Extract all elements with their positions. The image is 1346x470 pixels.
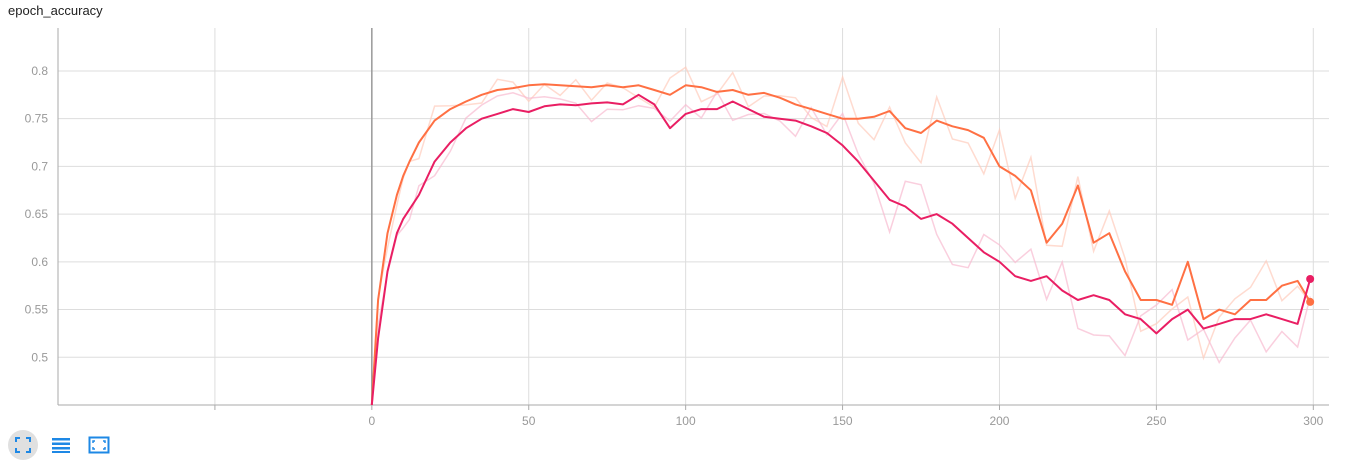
y-tick-label: 0.7	[31, 159, 48, 173]
x-tick-label: 100	[676, 414, 696, 425]
y-tick-label: 0.65	[25, 207, 49, 221]
grid-lines	[58, 28, 1329, 405]
toggle-data-series-button[interactable]	[46, 430, 76, 460]
series-end-point	[1306, 275, 1315, 284]
fit-domain-button[interactable]	[84, 430, 114, 460]
fullscreen-icon	[15, 437, 31, 453]
fit-domain-icon	[88, 436, 110, 454]
x-tick-label: 50	[522, 414, 536, 425]
series-line	[370, 83, 1312, 406]
y-tick-label: 0.8	[31, 64, 48, 78]
series-end-point	[1306, 297, 1315, 306]
x-tick-label: 0	[368, 414, 375, 425]
axes	[57, 28, 1329, 410]
y-tick-label: 0.55	[25, 303, 49, 317]
raw-series-line	[371, 90, 1311, 406]
fullscreen-button[interactable]	[8, 430, 38, 460]
chart-title: epoch_accuracy	[8, 3, 103, 18]
chart-plot[interactable]: 0.5 0.55 0.6 0.65 0.7 0.75 0.8 0 50 100 150 200 250 3…	[0, 0, 1346, 425]
series-line	[370, 93, 1312, 406]
y-tick-label: 0.75	[25, 112, 49, 126]
x-tick-label: 200	[989, 414, 1009, 425]
x-tick-label: 250	[1146, 414, 1166, 425]
chart-toolbar	[8, 430, 114, 460]
tick-labels: 0.5 0.55 0.6 0.65 0.7 0.75 0.8 0 50 100 150 200 250 3…	[25, 64, 1324, 425]
x-tick-label: 300	[1303, 414, 1323, 425]
data-series-icon	[52, 438, 70, 453]
y-tick-label: 0.5	[31, 350, 48, 364]
x-tick-label: 150	[833, 414, 853, 425]
smoothed-series-layer	[370, 83, 1315, 406]
y-tick-label: 0.6	[31, 255, 48, 269]
